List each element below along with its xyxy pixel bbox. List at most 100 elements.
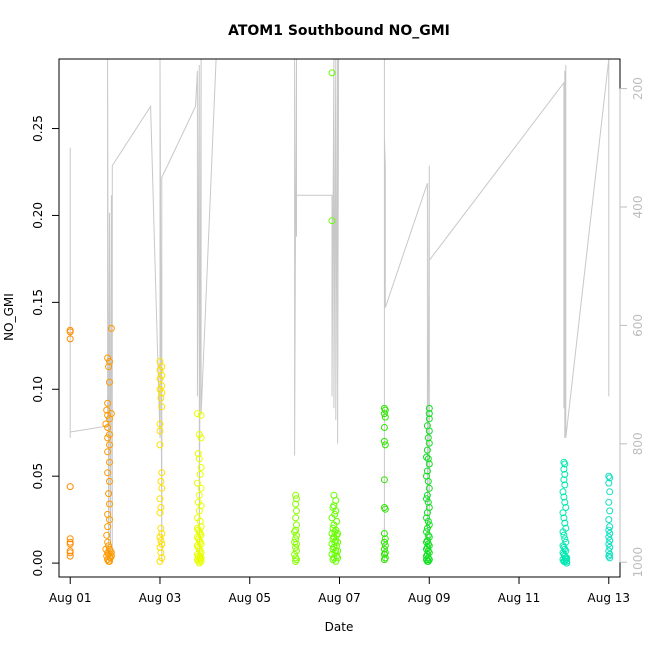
data-point (107, 552, 115, 560)
data-point (606, 488, 614, 496)
data-point (193, 479, 201, 487)
data-point (104, 354, 112, 362)
data-point (106, 441, 113, 449)
data-point (158, 530, 166, 537)
data-point (196, 517, 204, 525)
data-point (423, 509, 431, 517)
x-tick-label: Aug 07 (318, 591, 361, 605)
right-tick-label: 200 (631, 77, 645, 100)
data-point (156, 557, 164, 565)
data-point (106, 458, 113, 466)
data-point (334, 530, 342, 537)
data-point (156, 427, 164, 435)
data-point (103, 406, 111, 414)
data-point (156, 533, 164, 541)
data-point (292, 557, 300, 565)
data-points (66, 69, 614, 567)
data-point (423, 491, 431, 499)
data-point (424, 557, 432, 565)
data-point (106, 477, 113, 485)
data-point (561, 481, 569, 489)
data-point (104, 424, 112, 431)
data-point (381, 535, 389, 543)
data-point (606, 474, 614, 482)
data-point (107, 549, 115, 557)
x-tick-label: Aug 09 (408, 591, 451, 605)
data-point (157, 477, 165, 485)
data-point (334, 538, 342, 546)
data-point (560, 465, 568, 473)
data-point (332, 557, 340, 565)
data-point (334, 554, 342, 562)
data-point (156, 441, 164, 449)
y-axis-label: NO_GMI (2, 293, 16, 341)
data-point (423, 453, 430, 461)
data-point (381, 441, 389, 449)
data-point (156, 509, 164, 517)
data-point (606, 554, 614, 562)
x-tick-label: Aug 13 (588, 591, 631, 605)
data-point (195, 431, 203, 438)
data-point (381, 413, 389, 421)
data-point (425, 427, 433, 435)
data-point (606, 507, 614, 515)
data-point (334, 547, 342, 555)
data-point (293, 547, 300, 555)
data-point (605, 526, 613, 534)
data-point (195, 507, 203, 515)
data-point (106, 378, 113, 386)
data-point (104, 523, 112, 531)
y-tick-label: 0.20 (31, 202, 45, 229)
data-point (292, 500, 300, 508)
data-point (381, 542, 389, 550)
data-point (293, 540, 300, 548)
right-tick-label: 600 (631, 314, 645, 337)
data-point (66, 552, 74, 560)
y-tick-label: 0.25 (31, 115, 45, 142)
data-point (425, 415, 433, 423)
data-point (293, 531, 300, 539)
right-axis: 200 400 600 800 1000 (619, 77, 645, 578)
data-point (605, 533, 613, 541)
data-point (104, 469, 112, 477)
data-point (106, 500, 113, 508)
right-tick-label: 400 (631, 196, 645, 219)
data-point (197, 554, 205, 562)
data-point (66, 540, 74, 548)
data-point (196, 470, 204, 478)
data-point (380, 556, 388, 564)
data-point (328, 514, 336, 522)
data-point (157, 504, 165, 511)
data-point (380, 550, 388, 558)
data-point (197, 464, 205, 471)
data-point (563, 559, 571, 567)
data-point (605, 479, 613, 487)
data-point (157, 537, 165, 544)
data-point (425, 484, 433, 492)
data-point (380, 437, 388, 445)
data-point (66, 535, 74, 543)
data-point (328, 550, 336, 558)
y-tick-label: 0.00 (31, 550, 45, 577)
data-point (194, 526, 202, 534)
data-point (106, 516, 113, 524)
data-point (195, 491, 203, 499)
data-point (158, 540, 166, 548)
data-point (158, 389, 166, 397)
data-point (424, 477, 432, 485)
data-point (158, 469, 166, 477)
data-point (561, 519, 569, 527)
data-point (328, 69, 336, 77)
data-point (561, 535, 569, 543)
data-point (423, 467, 431, 475)
data-point (104, 434, 112, 442)
data-point (424, 517, 432, 525)
data-point (605, 498, 613, 506)
y-axis: 0.00 0.05 0.10 0.15 0.20 0.25 (31, 115, 60, 577)
right-tick-label: 1000 (631, 547, 645, 578)
data-point (292, 514, 300, 522)
data-point (606, 543, 614, 551)
x-tick-label: Aug 11 (498, 591, 541, 605)
data-point (560, 531, 568, 539)
data-point (102, 420, 110, 428)
